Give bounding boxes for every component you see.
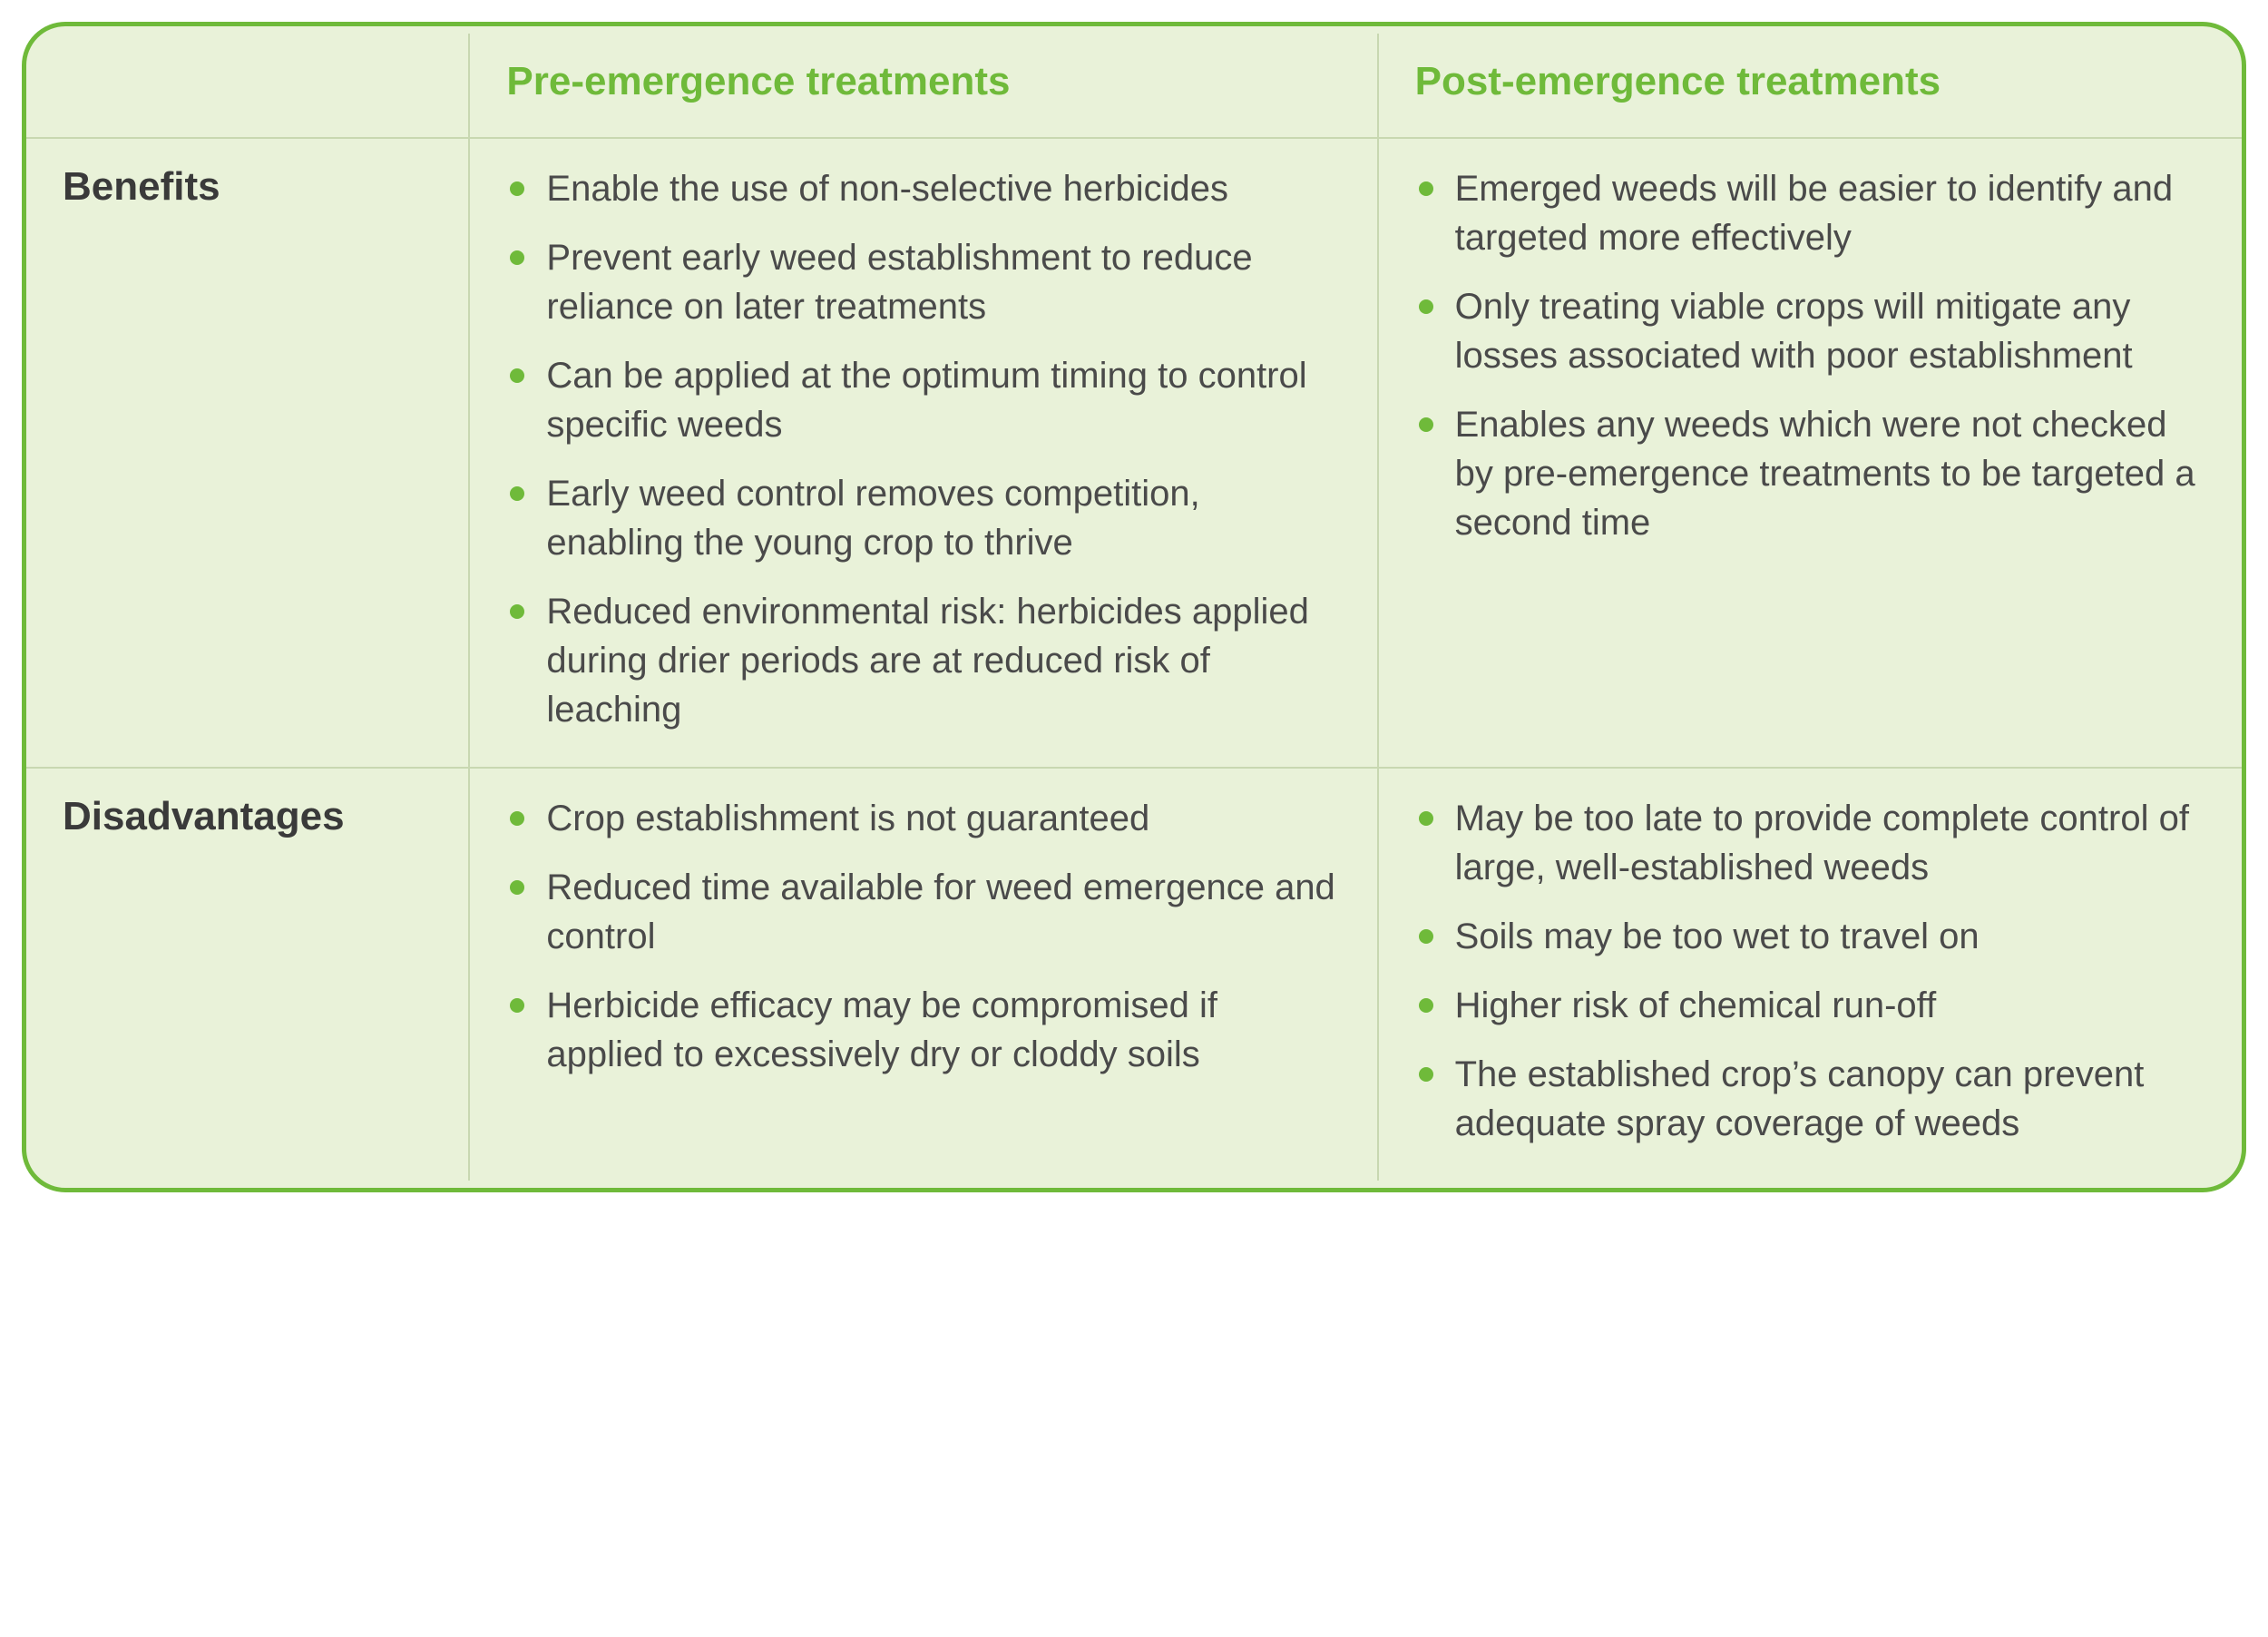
list-item: Only treating viable crops will mitigate… bbox=[1455, 282, 2205, 380]
cell-post-emergence: Emerged weeds will be easier to identify… bbox=[1378, 138, 2242, 768]
row-label: Benefits bbox=[26, 138, 469, 768]
bullet-list: Emerged weeds will be easier to identify… bbox=[1415, 164, 2205, 547]
list-item: Reduced environmental risk: herbicides a… bbox=[546, 587, 1340, 734]
list-item: May be too late to provide complete cont… bbox=[1455, 794, 2205, 892]
table-body: Benefits Enable the use of non-selective … bbox=[26, 138, 2242, 1181]
list-item: Herbicide efficacy may be compromised if… bbox=[546, 981, 1340, 1079]
list-item: Enables any weeds which were not checked… bbox=[1455, 400, 2205, 547]
list-item: The established crop’s canopy can preven… bbox=[1455, 1050, 2205, 1148]
table-row: DisadvantagesCrop establishment is not g… bbox=[26, 768, 2242, 1181]
bullet-list: Crop establishment is not guaranteed Redu… bbox=[506, 794, 1340, 1079]
table-header-row: Pre-emergence treatments Post-emergence … bbox=[26, 34, 2242, 138]
header-pre-emergence: Pre-emergence treatments bbox=[469, 34, 1377, 138]
list-item: Reduced time available for weed emergenc… bbox=[546, 863, 1340, 961]
list-item: Enable the use of non-selective herbicid… bbox=[546, 164, 1340, 213]
list-item: Emerged weeds will be easier to identify… bbox=[1455, 164, 2205, 262]
bullet-list: Enable the use of non-selective herbicid… bbox=[506, 164, 1340, 734]
bullet-list: May be too late to provide complete cont… bbox=[1415, 794, 2205, 1148]
cell-pre-emergence: Crop establishment is not guaranteed Redu… bbox=[469, 768, 1377, 1181]
list-item: Crop establishment is not guaranteed bbox=[546, 794, 1340, 843]
list-item: Higher risk of chemical run-off bbox=[1455, 981, 2205, 1030]
cell-post-emergence: May be too late to provide complete cont… bbox=[1378, 768, 2242, 1181]
cell-pre-emergence: Enable the use of non-selective herbicid… bbox=[469, 138, 1377, 768]
list-item: Soils may be too wet to travel on bbox=[1455, 912, 2205, 961]
header-post-emergence: Post-emergence treatments bbox=[1378, 34, 2242, 138]
list-item: Early weed control removes competition, … bbox=[546, 469, 1340, 567]
table-row: Benefits Enable the use of non-selective … bbox=[26, 138, 2242, 768]
header-blank bbox=[26, 34, 469, 138]
comparison-card: Pre-emergence treatments Post-emergence … bbox=[22, 22, 2246, 1192]
comparison-table: Pre-emergence treatments Post-emergence … bbox=[26, 34, 2242, 1181]
list-item: Prevent early weed establishment to redu… bbox=[546, 233, 1340, 331]
row-label: Disadvantages bbox=[26, 768, 469, 1181]
list-item: Can be applied at the optimum timing to … bbox=[546, 351, 1340, 449]
